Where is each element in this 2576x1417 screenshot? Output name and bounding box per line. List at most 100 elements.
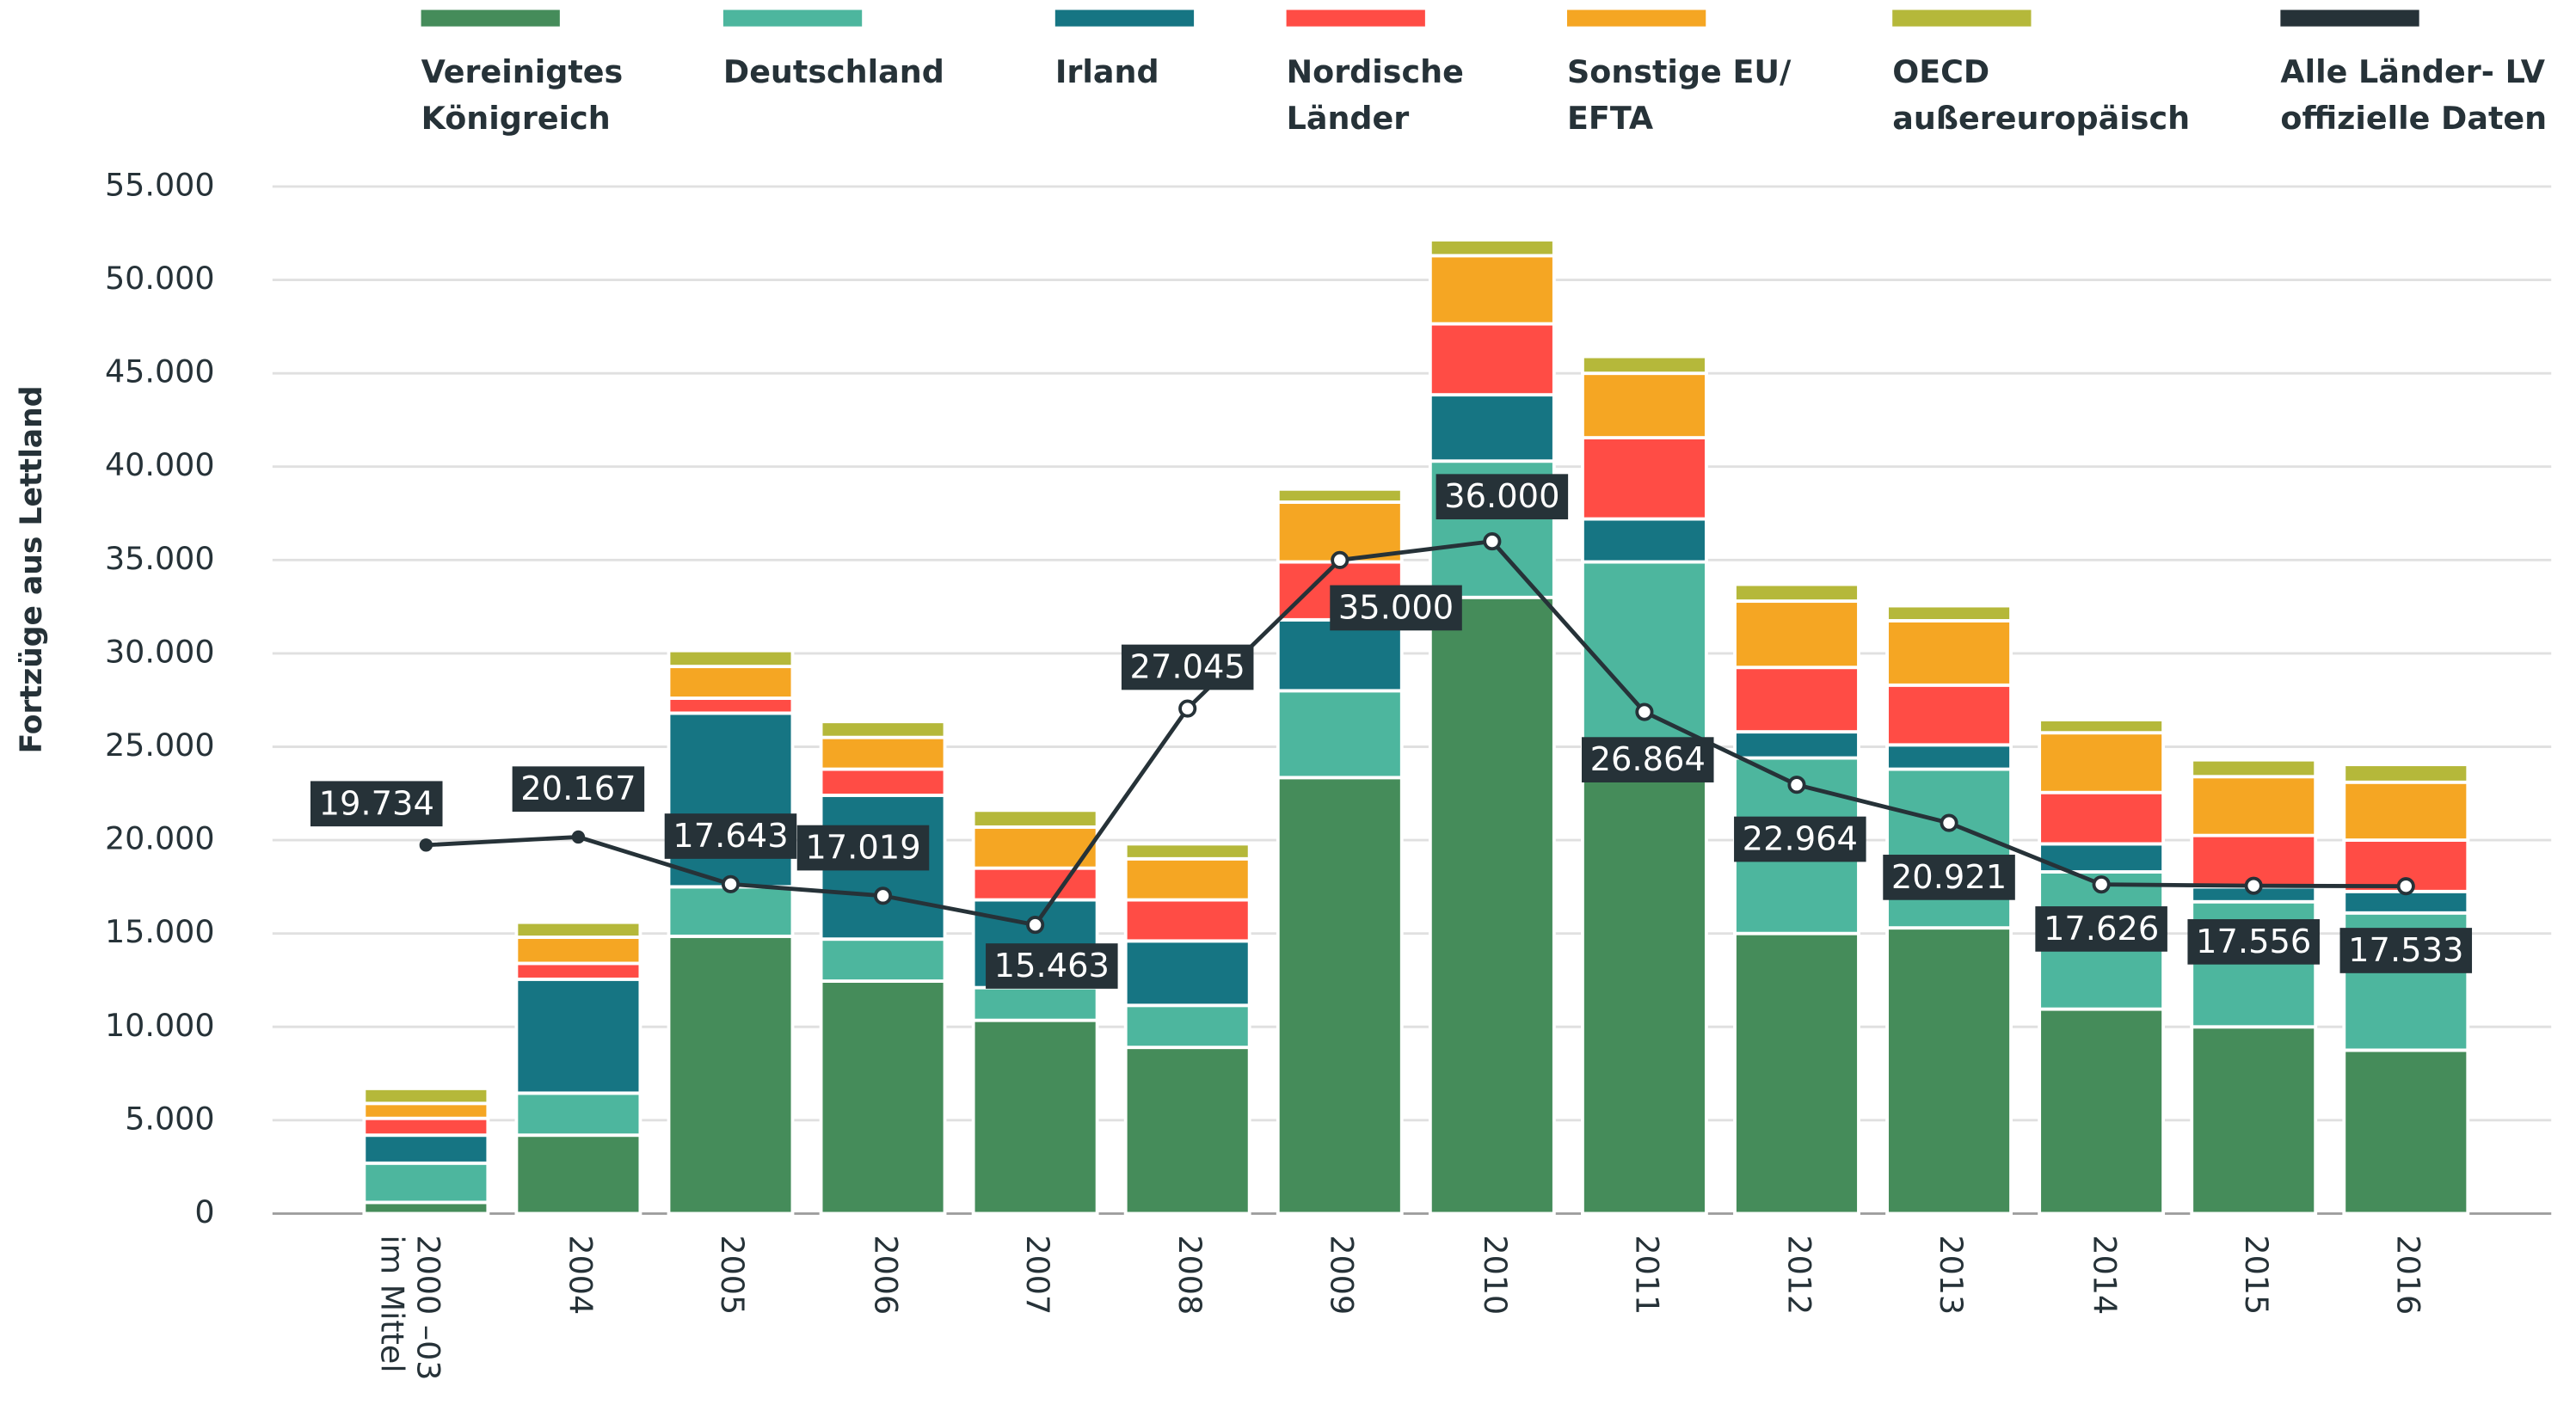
y-tick-label: 0 <box>194 1193 214 1230</box>
bar-segment <box>1885 743 2013 771</box>
line-point <box>1178 699 1197 718</box>
line-point <box>1635 702 1654 721</box>
bar-segment <box>2038 790 2166 846</box>
bar-segment <box>667 696 795 715</box>
legend-label: Alle Länder- LV offizielle Daten <box>2280 54 2548 138</box>
bar-segment <box>1428 322 1556 397</box>
bar-segment <box>1123 1046 1251 1216</box>
legend-label: Deutschland <box>722 54 944 91</box>
bar-segment <box>362 1133 490 1165</box>
data-label-text: 35.000 <box>1338 588 1454 627</box>
line-point <box>721 874 741 893</box>
legend-swatch <box>1054 9 1195 27</box>
legend-swatch <box>1566 9 1706 27</box>
line-point <box>1483 532 1502 551</box>
bar-segment <box>819 720 947 739</box>
bar-segment <box>362 1086 490 1106</box>
y-tick-label: 40.000 <box>105 446 215 483</box>
legend-swatch <box>2280 9 2419 27</box>
bar-segment <box>514 1091 642 1138</box>
data-label-box <box>796 825 930 871</box>
legend-swatch <box>722 9 863 27</box>
data-label-box <box>1436 474 1569 520</box>
data-label-text: 20.167 <box>520 770 636 808</box>
bar-segment <box>362 1101 490 1120</box>
x-tick-label: 2006 <box>866 1235 903 1316</box>
x-tick-label: 2013 <box>1932 1235 1970 1316</box>
bar-segment <box>2038 718 2166 735</box>
line-point <box>571 830 586 844</box>
data-label: 22.964 <box>1734 816 1866 862</box>
bar-segment <box>819 937 947 983</box>
bar-segment <box>1428 237 1556 258</box>
bar-segment <box>1885 683 2013 747</box>
data-label: 19.734 <box>310 781 443 827</box>
bar-segment <box>1123 856 1251 902</box>
y-tick-label: 55.000 <box>105 166 215 203</box>
legend-item: Vereinigtes Königreich <box>421 9 685 143</box>
bar-segment <box>362 1161 490 1205</box>
bar-segment <box>362 1116 490 1138</box>
bar-segment <box>819 735 947 771</box>
legend-item: Sonstige EU/ EFTA <box>1566 9 1831 143</box>
line-point <box>1026 916 1045 935</box>
bar-segment <box>514 977 642 1095</box>
x-tick-label: 2011 <box>1627 1235 1664 1316</box>
y-tick-label: 20.000 <box>105 820 215 857</box>
legend-swatch <box>421 9 560 27</box>
data-label: 26.864 <box>1581 737 1714 782</box>
bar-segment <box>2190 775 2318 837</box>
bar-segment <box>1885 767 2013 930</box>
data-label: 27.045 <box>1121 644 1254 690</box>
x-tick-label: 2008 <box>1171 1235 1208 1316</box>
legend-label: Vereinigtes Königreich <box>421 54 624 138</box>
y-tick-label: 15.000 <box>105 913 215 950</box>
data-label-text: 17.556 <box>2196 923 2311 961</box>
bar-segment <box>1123 1003 1251 1050</box>
data-label-text: 17.626 <box>2044 910 2159 948</box>
data-label-text: 26.864 <box>1590 740 1706 779</box>
bar-segment <box>1733 730 1860 760</box>
x-tick-label: 2009 <box>1323 1235 1360 1316</box>
bar-segment <box>514 1133 642 1216</box>
bar-segment <box>1733 582 1860 604</box>
bar-segment <box>971 1018 1099 1216</box>
bar-segment <box>1580 747 1708 1216</box>
bar-segment <box>1885 926 2013 1216</box>
bar-segment <box>1580 436 1708 521</box>
x-tick-label: 2007 <box>1018 1235 1055 1316</box>
data-label-box <box>1883 855 2015 900</box>
bar-segment <box>2342 780 2470 843</box>
bar-segment <box>1733 666 1860 734</box>
bar-segment <box>1428 595 1556 1216</box>
data-label-box <box>1330 585 1462 631</box>
data-label-text: 36.000 <box>1444 477 1559 516</box>
data-label: 17.556 <box>2187 919 2320 965</box>
legend-swatch <box>1286 9 1425 27</box>
x-tick-label: 2014 <box>2084 1235 2122 1316</box>
data-label-text: 27.045 <box>1130 647 1245 686</box>
bar-segment <box>1580 354 1708 376</box>
y-tick-label: 5.000 <box>125 1100 214 1137</box>
y-tick-label: 45.000 <box>105 353 215 390</box>
bar-segment <box>1428 393 1556 463</box>
bar-segment <box>667 711 795 889</box>
data-label: 20.167 <box>512 766 645 813</box>
bar-segment <box>1580 560 1708 751</box>
line-point <box>873 886 893 905</box>
legend-item: Nordische Länder <box>1286 9 1551 143</box>
bar-segment <box>1580 517 1708 564</box>
line-point <box>2396 877 2415 896</box>
data-label-box <box>2339 928 2473 973</box>
data-label-text: 19.734 <box>319 784 434 823</box>
bar-segment <box>1885 604 2013 623</box>
x-tick-label: 2005 <box>714 1235 751 1316</box>
bar-segment <box>1123 842 1251 861</box>
data-label: 17.019 <box>796 825 930 871</box>
data-label: 17.533 <box>2339 928 2473 973</box>
data-label-text: 22.964 <box>1743 820 1858 859</box>
legend-label: Sonstige EU/ EFTA <box>1566 54 1792 138</box>
bar-segment <box>2190 1025 2318 1216</box>
